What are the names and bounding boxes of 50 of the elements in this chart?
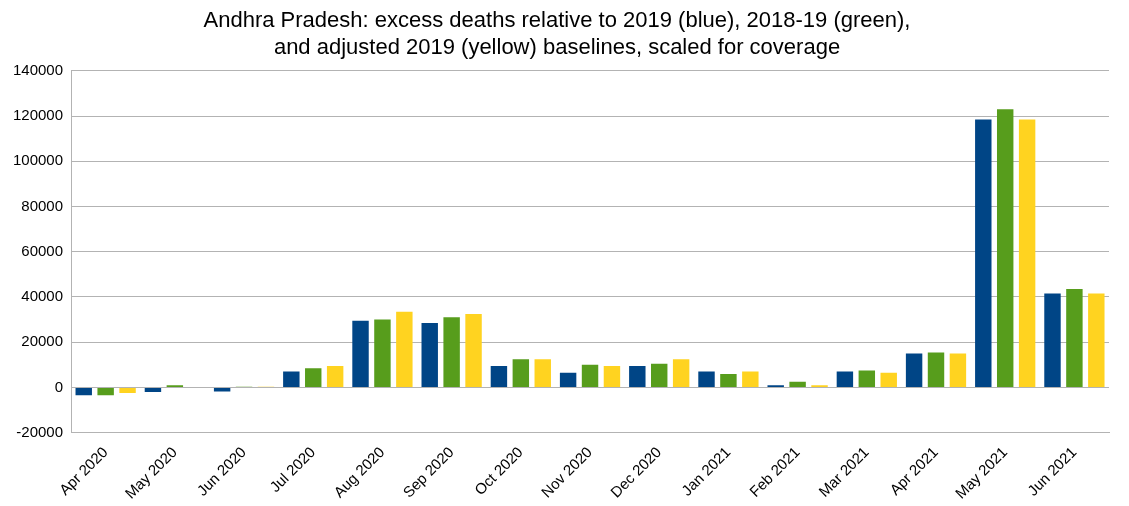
bar [836, 371, 854, 387]
bar [326, 365, 344, 387]
bar [1018, 119, 1036, 387]
bar [144, 387, 162, 392]
y-tick-label: 0 [54, 377, 64, 395]
bar [603, 365, 621, 387]
bar [698, 371, 715, 387]
y-tick-label: -20000 [16, 422, 64, 440]
bar [581, 364, 599, 387]
bar [559, 372, 577, 387]
bar [720, 373, 737, 387]
bar [75, 387, 92, 396]
bar [421, 322, 438, 387]
bar [352, 320, 369, 387]
y-tick-label: 120000 [12, 106, 64, 124]
bar [927, 352, 945, 387]
bar [1088, 293, 1105, 387]
bar [512, 359, 530, 387]
bar [629, 365, 646, 387]
bar [374, 319, 391, 387]
y-tick-label: 140000 [12, 60, 64, 78]
bar [465, 313, 482, 387]
bar [119, 387, 136, 394]
bar [1044, 293, 1061, 387]
bar [651, 363, 668, 387]
bar [283, 371, 300, 387]
bar [789, 381, 806, 387]
bar [97, 387, 114, 396]
y-tick-label: 80000 [21, 196, 64, 214]
text: and adjusted 2019 (yellow) baselines, scaled for coverage [273, 33, 841, 59]
bar [742, 371, 759, 387]
bar [858, 370, 876, 387]
text: Andhra Pradesh: excess deaths relative to 2019 (blue), 2018-19 (green), [203, 7, 911, 33]
bar [213, 387, 231, 392]
bar [905, 353, 923, 387]
bar [396, 311, 413, 387]
y-tick-label: 20000 [21, 332, 64, 350]
y-tick-label: 60000 [21, 241, 64, 259]
bar [880, 372, 897, 387]
bar [534, 359, 551, 387]
bar [996, 109, 1014, 387]
bar [305, 368, 322, 387]
bar [672, 359, 690, 387]
y-tick-label: 100000 [12, 151, 64, 169]
bar [975, 119, 992, 387]
bar [949, 353, 967, 387]
bar [443, 317, 460, 387]
bar [1066, 289, 1083, 387]
bar [490, 365, 508, 387]
y-tick-label: 40000 [21, 287, 64, 305]
